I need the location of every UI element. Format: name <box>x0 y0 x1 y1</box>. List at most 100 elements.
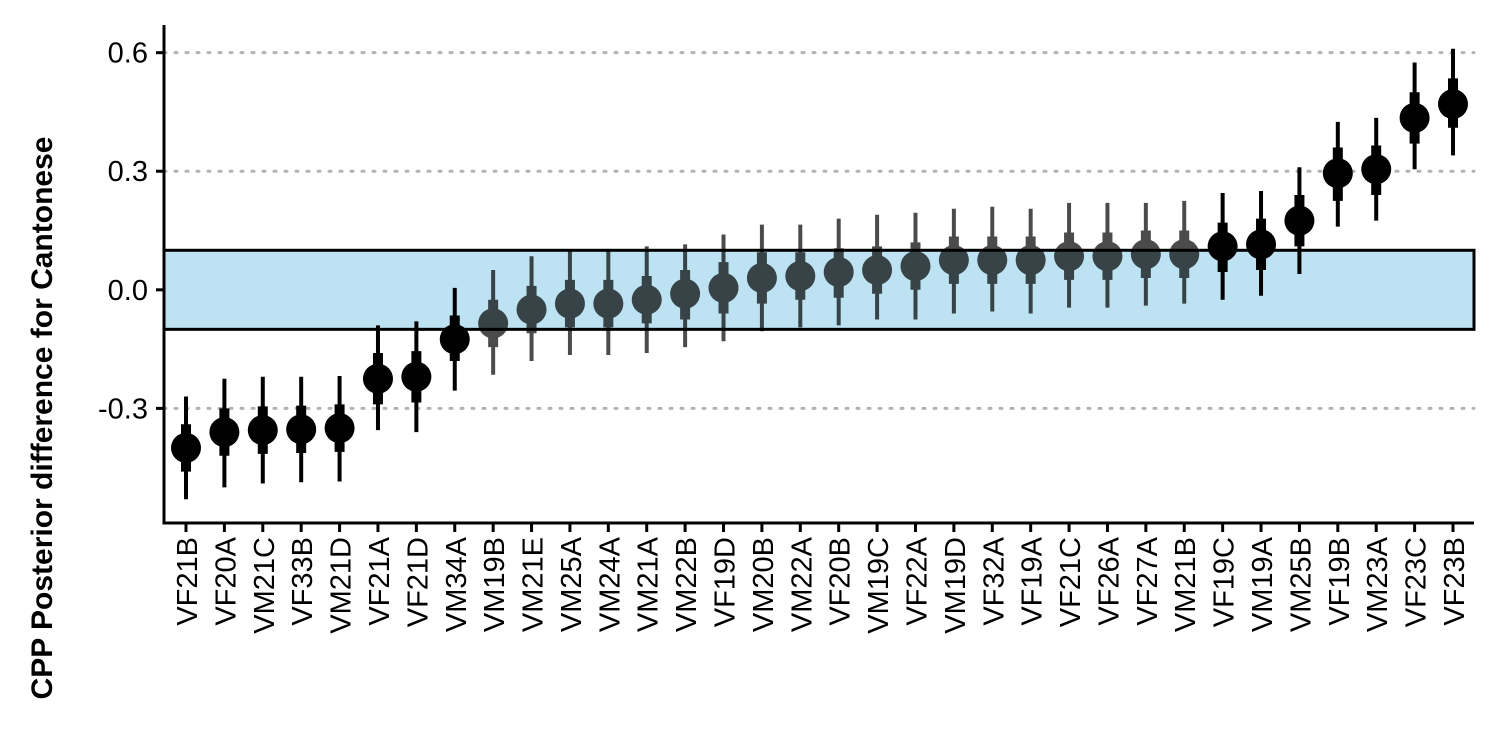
y-tick-label-1: 0.3 <box>108 156 148 188</box>
pointrange-VF20A <box>209 378 240 488</box>
pointrange-VF26A <box>1092 202 1123 308</box>
pointrange-VM19A <box>1246 191 1277 296</box>
pointrange-VM21E <box>516 256 547 361</box>
pointrange-VF20B <box>823 218 854 326</box>
point-estimate-VM21E <box>516 294 547 325</box>
point-estimate-VM20B <box>746 262 777 293</box>
point-estimate-VF23B <box>1438 89 1468 120</box>
x-axis-ticks: VF21B VF20A VM21C VF33B VM21D VF21A VF21D VM34A… <box>172 523 1471 634</box>
pointrange-VM21B <box>1169 200 1200 304</box>
x-tick-label-VM25A: VM25A <box>556 536 588 632</box>
x-tick-label-VF19C: VF19C <box>1209 537 1241 627</box>
x-tick-label-VM19A: VM19A <box>1247 536 1279 632</box>
pointrange-VM19D <box>938 208 969 314</box>
pointrange-VF19B <box>1322 121 1353 227</box>
point-estimate-VM25B <box>1284 205 1315 236</box>
x-tick-label-VF19B: VF19B <box>1324 537 1356 626</box>
pointrange-VF19C <box>1207 192 1238 300</box>
x-tick-label-VF21B: VF21B <box>172 537 204 626</box>
point-estimate-VM23A <box>1361 154 1392 185</box>
point-estimate-VF21C <box>1054 241 1085 272</box>
rope-region <box>162 248 1476 331</box>
pointrange-VF27A <box>1130 202 1161 306</box>
pointrange-VF23B <box>1438 48 1468 156</box>
x-tick-label-VF21C: VF21C <box>1055 537 1087 627</box>
point-estimate-VM19B <box>478 308 509 339</box>
point-estimate-VF33B <box>286 414 317 445</box>
x-tick-label-VM19D: VM19D <box>940 537 972 634</box>
pointrange-VM23A <box>1361 117 1392 221</box>
x-tick-label-VF21D: VF21D <box>402 537 434 627</box>
point-estimate-VF26A <box>1092 241 1123 272</box>
pointrange-VF19A <box>1015 208 1046 314</box>
x-tick-label-VM21A: VM21A <box>633 536 665 632</box>
pointrange-VF21B <box>171 396 201 500</box>
point-estimate-VF32A <box>977 245 1008 276</box>
pointrange-VM34A <box>439 287 470 391</box>
x-tick-label-VF19A: VF19A <box>1017 536 1049 625</box>
x-tick-label-VM21D: VM21D <box>326 537 358 634</box>
x-tick-label-VM21E: VM21E <box>518 537 550 632</box>
point-estimate-VF21B <box>171 432 201 463</box>
pointrange-VM20B <box>746 224 777 332</box>
point-estimate-VM21B <box>1169 239 1200 270</box>
point-estimate-VM19D <box>938 245 969 276</box>
pointrange-VF33B <box>286 376 317 483</box>
point-estimate-VM24A <box>593 288 624 319</box>
x-tick-label-VM25B: VM25B <box>1285 537 1317 632</box>
x-tick-label-VM23A: VM23A <box>1362 536 1394 632</box>
x-tick-label-VF20A: VF20A <box>210 536 242 625</box>
x-tick-label-VM20B: VM20B <box>748 537 780 632</box>
pointrange-VM21C <box>247 376 278 484</box>
point-estimate-VM22A <box>785 260 816 291</box>
point-estimate-VF22A <box>900 251 931 282</box>
pointrange-VF32A <box>977 206 1008 312</box>
pointrange-VM21A <box>631 246 662 354</box>
y-tick-label-2: 0.0 <box>108 275 148 307</box>
x-tick-label-VF33B: VF33B <box>287 537 319 626</box>
x-tick-label-VF22A: VF22A <box>901 536 933 625</box>
x-tick-label-VM22A: VM22A <box>786 536 818 632</box>
point-estimate-VM21A <box>631 284 662 315</box>
point-estimate-VM19A <box>1246 229 1277 260</box>
point-estimate-VF21A <box>362 363 393 394</box>
x-tick-label-VM21C: VM21C <box>249 537 281 634</box>
point-estimate-VM19C <box>862 255 893 286</box>
y-axis-ticks: 0.6 0.3 0.0 -0.3 <box>98 38 164 425</box>
point-estimate-VF19A <box>1015 245 1046 276</box>
point-estimate-VF19D <box>708 272 739 303</box>
x-tick-label-VF27A: VF27A <box>1132 536 1164 625</box>
x-tick-label-VF26A: VF26A <box>1093 536 1125 625</box>
point-estimate-VM25A <box>554 288 585 319</box>
x-tick-label-VF23B: VF23B <box>1439 537 1471 626</box>
pointrange-VF21C <box>1054 202 1085 308</box>
pointrange-VM24A <box>593 250 624 356</box>
pointrange-VF19D <box>708 234 739 342</box>
point-estimate-VF27A <box>1130 239 1161 270</box>
x-tick-label-VF21A: VF21A <box>364 536 396 625</box>
point-estimate-VM22B <box>670 278 701 309</box>
x-tick-label-VM22B: VM22B <box>671 537 703 632</box>
pointrange-VF21A <box>362 325 393 431</box>
x-tick-label-VM24A: VM24A <box>594 536 626 632</box>
pointrange-VM25A <box>554 250 585 356</box>
y-tick-label-3: -0.3 <box>98 393 148 425</box>
pointrange-VF23C <box>1399 62 1430 170</box>
point-estimate-VM21C <box>247 415 278 446</box>
point-estimate-VF20A <box>209 417 240 448</box>
pointrange-VM22A <box>785 224 816 328</box>
pointrange-VM22B <box>670 244 701 348</box>
axes <box>162 25 1474 525</box>
pointrange-VF22A <box>900 212 931 320</box>
point-ranges <box>171 48 1468 500</box>
x-tick-label-VF19D: VF19D <box>710 537 742 627</box>
point-estimate-VM21D <box>324 413 355 444</box>
x-tick-label-VM21B: VM21B <box>1170 537 1202 632</box>
pointrange-VM19B <box>478 270 509 375</box>
pointrange-VM25B <box>1284 167 1315 274</box>
y-tick-label-0: 0.6 <box>108 38 148 70</box>
point-estimate-VM34A <box>439 324 470 355</box>
point-estimate-VF19C <box>1207 231 1238 262</box>
x-tick-label-VM19C: VM19C <box>863 537 895 634</box>
point-estimate-VF19B <box>1322 158 1353 189</box>
